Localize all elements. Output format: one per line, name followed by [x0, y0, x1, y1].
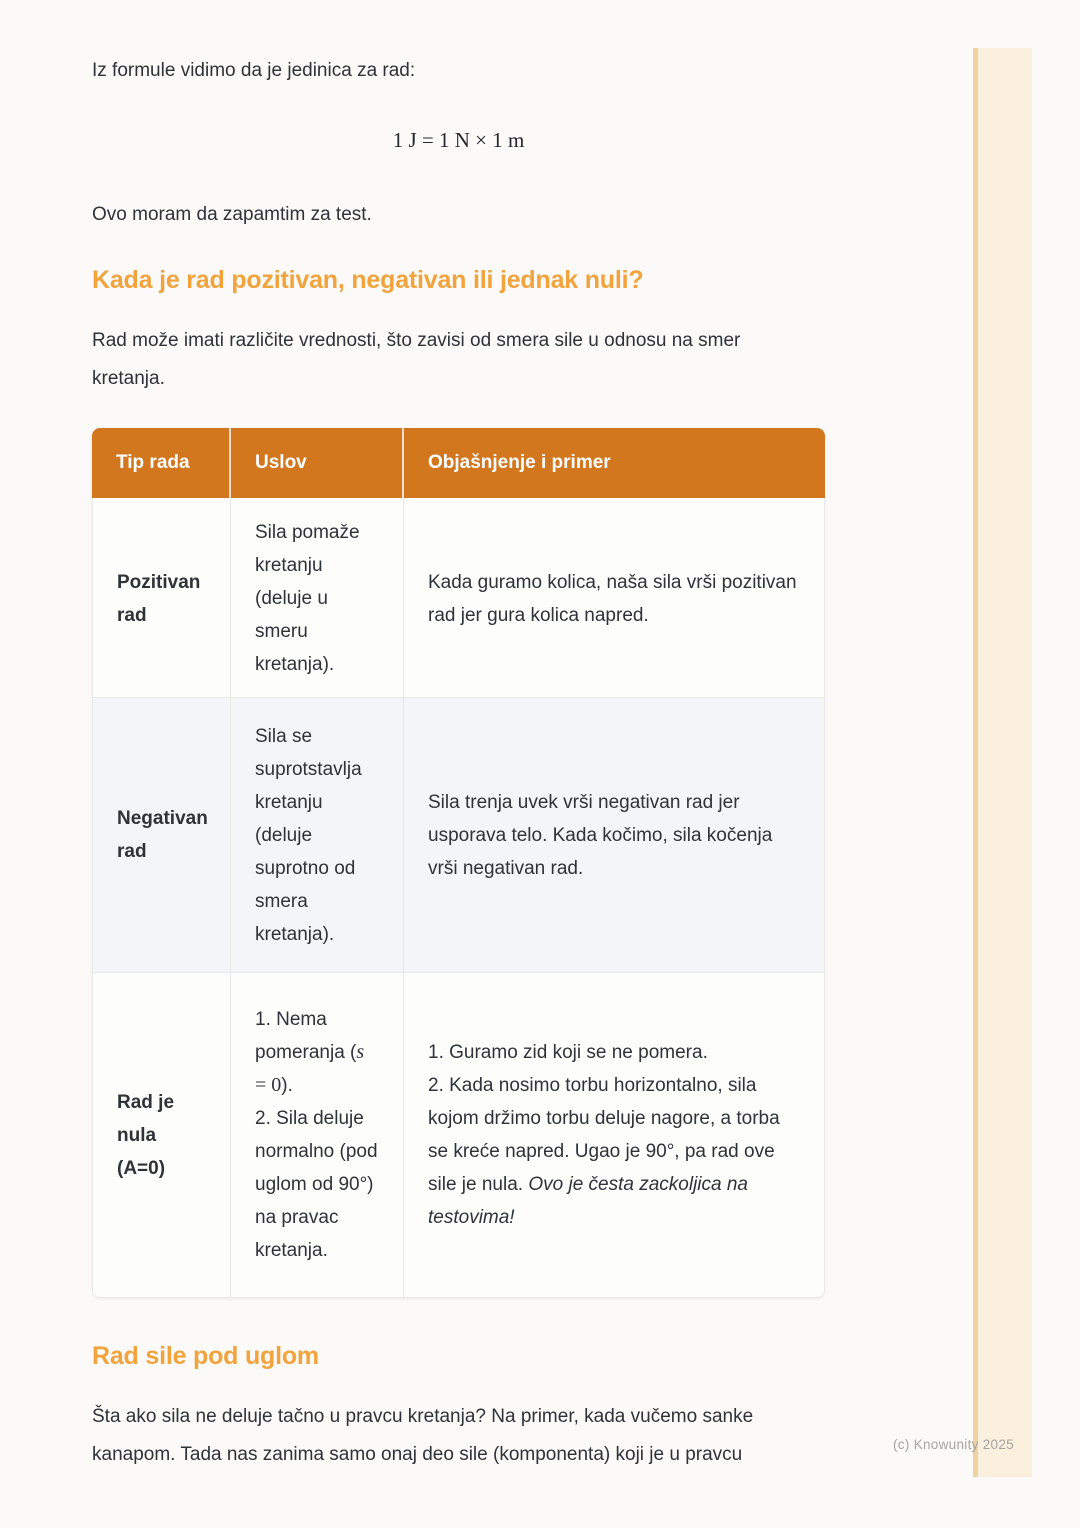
cell-example: Sila trenja uvek vrši negativan rad jer …: [403, 698, 826, 972]
table-row: Rad je nula (A=0) 1. Nema pomeranja (s =…: [92, 973, 825, 1298]
section-heading-work-sign: Kada je rad pozitivan, negativan ili jed…: [92, 266, 644, 294]
section-heading-angled-force: Rad sile pod uglom: [92, 1342, 319, 1370]
paragraph-line: Šta ako sila ne deluje tačno u pravcu kr…: [92, 1406, 754, 1427]
table-header-row: Tip rada Uslov Objašnjenje i primer: [92, 428, 825, 498]
condition-item-2: 2. Sila deluje normalno (pod uglom od 90…: [255, 1108, 378, 1261]
cell-condition: Sila pomaže kretanju (deluje u smeru kre…: [230, 498, 403, 699]
cell-condition: Sila se suprotstavlja kretanju (deluje s…: [230, 698, 403, 972]
intro-text: Iz formule vidimo da je jedinica za rad:: [92, 60, 416, 81]
cell-type: Rad je nula (A=0): [117, 1091, 175, 1179]
cell-type: Negativan rad: [117, 808, 208, 862]
cell-example: 1. Guramo zid koji se ne pomera. 2. Kada…: [403, 973, 826, 1297]
cell-type: Pozitivan rad: [117, 571, 201, 626]
table-header-tip-rada: Tip rada: [116, 452, 190, 473]
math-inline: = 0: [255, 1074, 282, 1096]
example-item-2: 2. Kada nosimo torbu horizontalno, sila …: [428, 1075, 780, 1228]
cell-example: Kada guramo kolica, naša sila vrši pozit…: [403, 498, 826, 699]
table-header-uslov: Uslov: [229, 428, 402, 498]
paragraph-line: kretanja.: [92, 368, 165, 389]
page-edge-stripe: [973, 48, 1032, 1477]
math-inline: s: [356, 1041, 365, 1063]
example-item-1: 1. Guramo zid koji se ne pomera.: [428, 1042, 708, 1063]
cell-condition: 1. Nema pomeranja (s = 0). 2. Sila deluj…: [230, 973, 403, 1297]
section2-paragraph: Šta ako sila ne deluje tačno u pravcu kr…: [92, 1398, 825, 1474]
paragraph-line: Rad može imati različite vrednosti, što …: [92, 330, 741, 351]
paragraph-line: kanapom. Tada nas zanima samo onaj deo s…: [92, 1444, 743, 1465]
work-types-table: Tip rada Uslov Objašnjenje i primer Pozi…: [92, 428, 825, 1298]
table-header-objasnjenje: Objašnjenje i primer: [402, 428, 825, 498]
document-content: Iz formule vidimo da je jedinica za rad:…: [92, 0, 825, 1528]
section1-paragraph: Rad može imati različite vrednosti, što …: [92, 322, 825, 398]
emphasized-note: Ovo je česta zackoljica na testovima!: [428, 1174, 749, 1228]
note-text: Ovo moram da zapamtim za test.: [92, 204, 372, 225]
condition-item-1: 1. Nema pomeranja (s = 0).: [255, 1009, 365, 1096]
copyright-watermark: (c) Knowunity 2025: [893, 1437, 1014, 1452]
table-row: Pozitivan rad Sila pomaže kretanju (delu…: [92, 498, 826, 699]
work-unit-formula: 1 J = 1 N × 1 m: [392, 128, 525, 152]
table-row: Negativan rad Sila se suprotstavlja kret…: [92, 698, 825, 973]
